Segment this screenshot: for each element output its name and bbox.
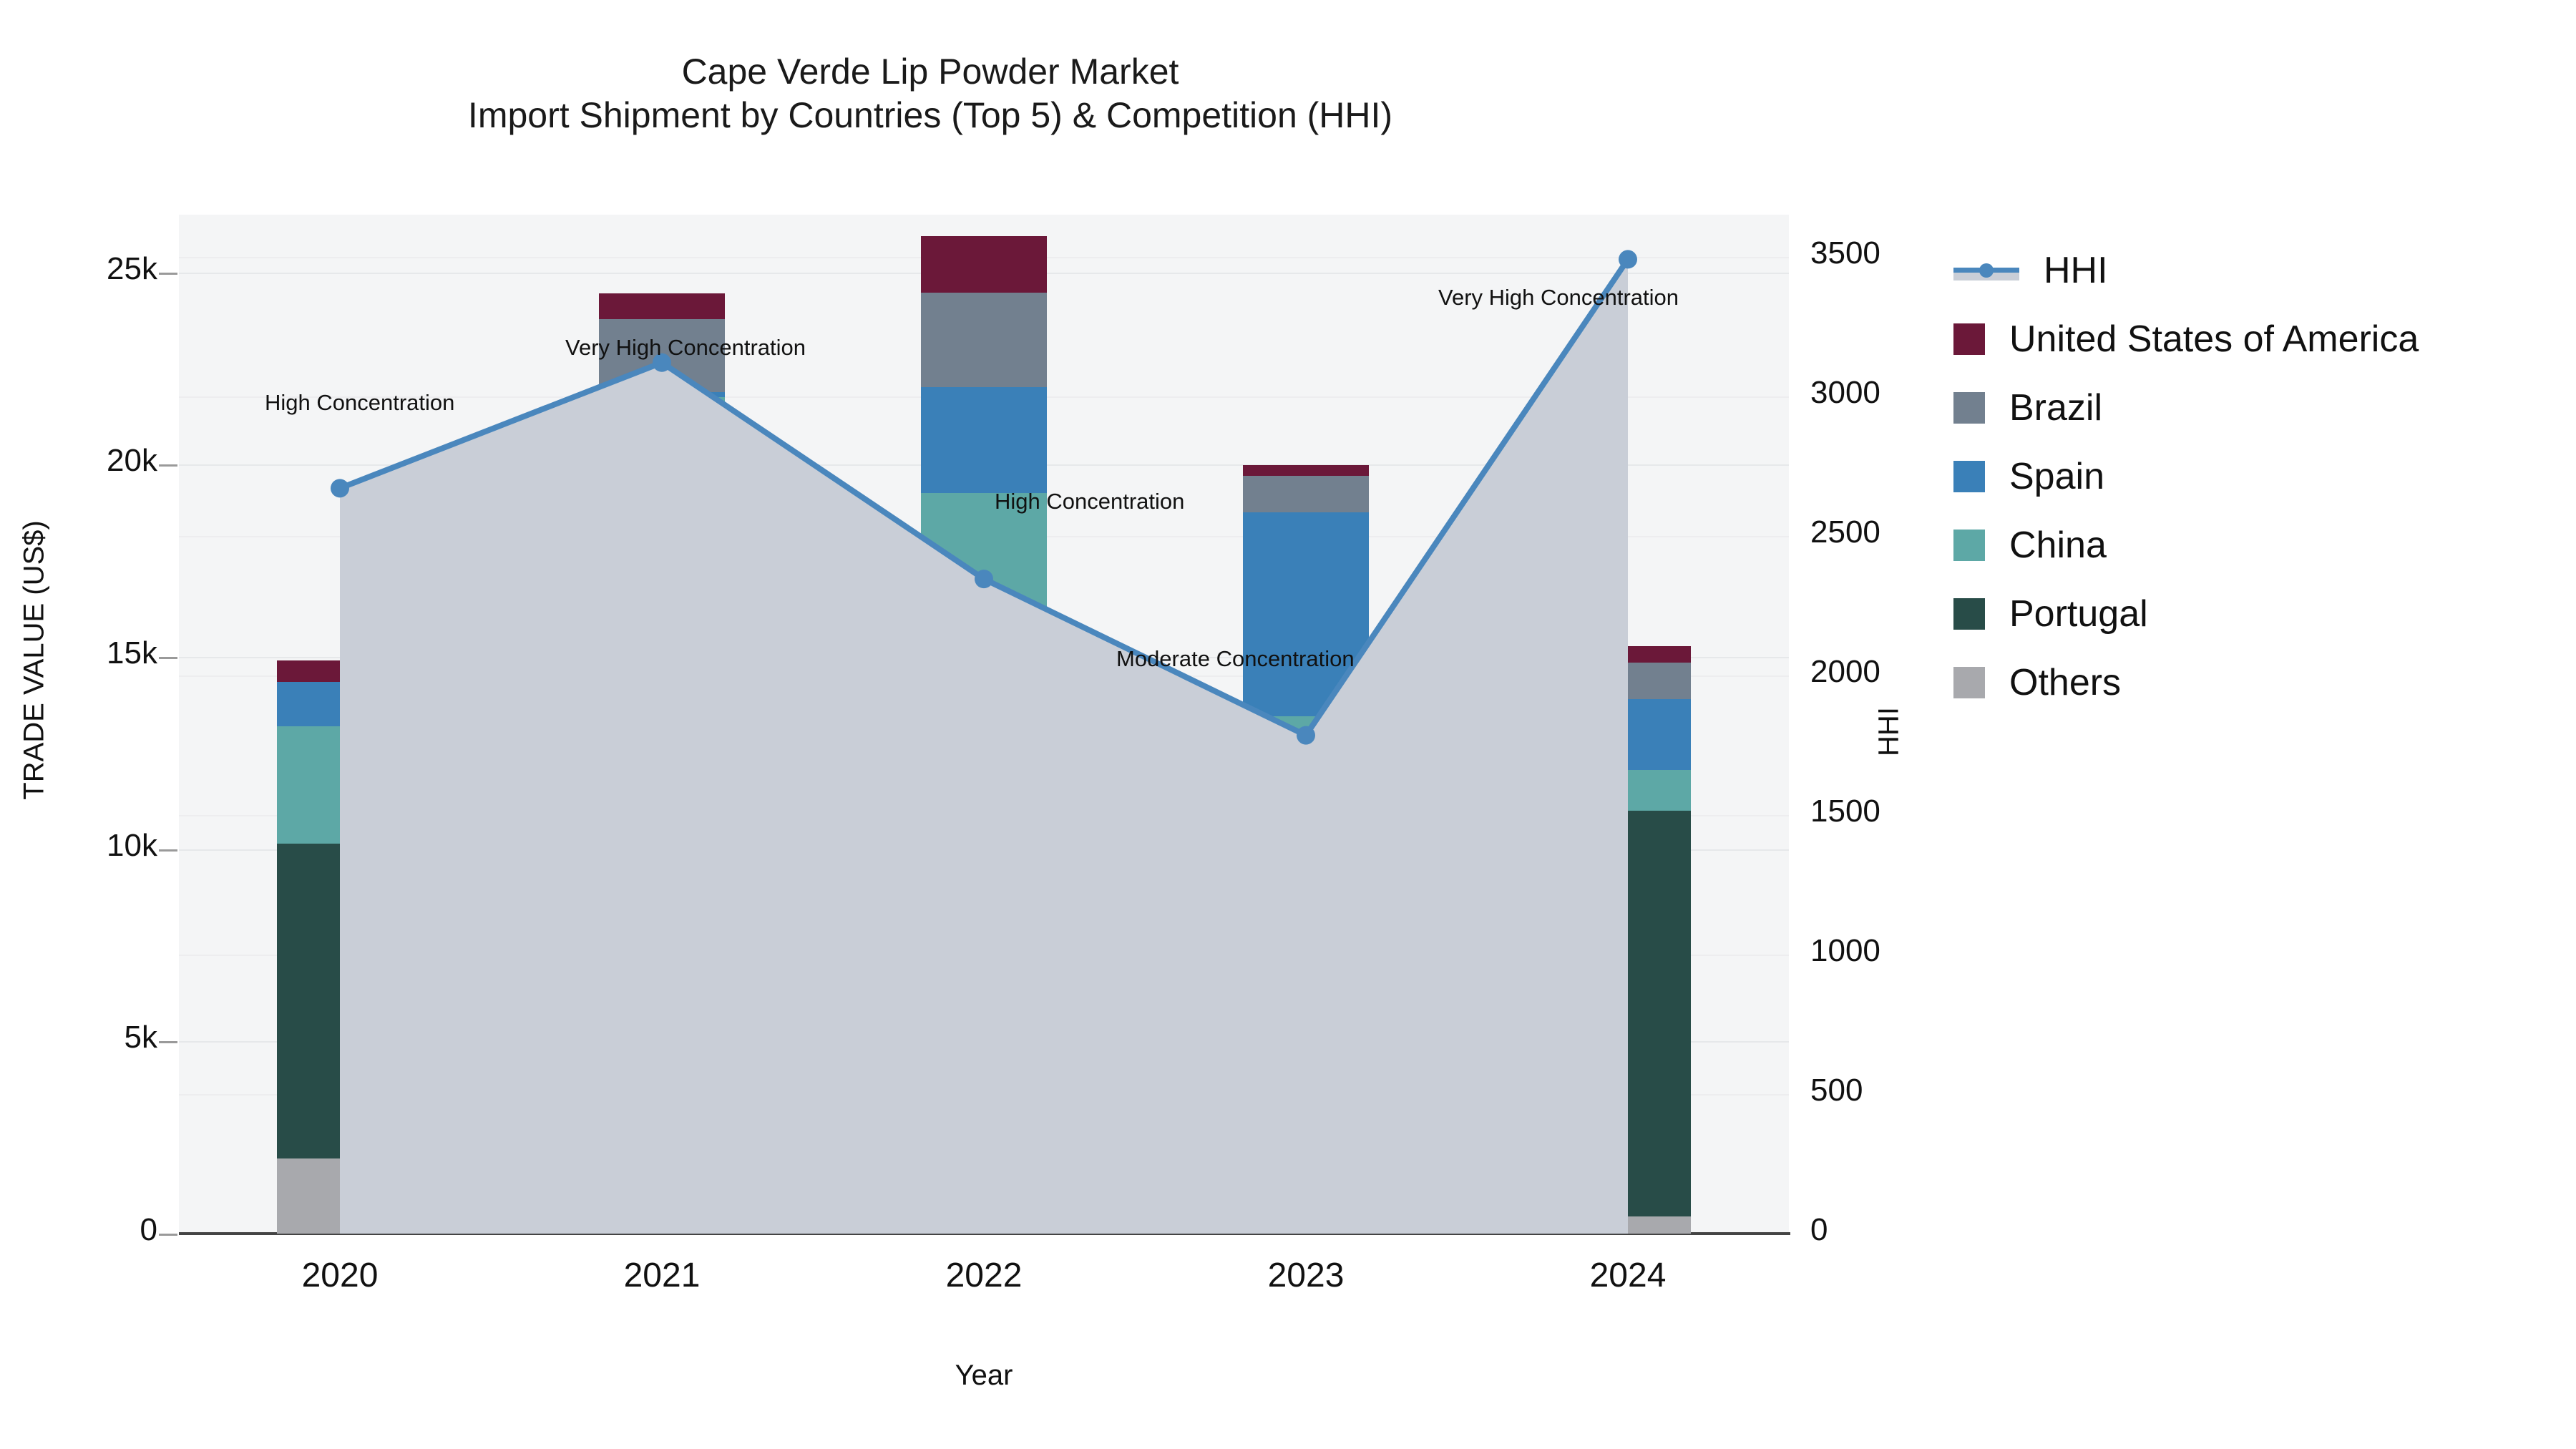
legend-swatch-icon [1953,392,1985,424]
y-axis-left-tick-label: 25k [107,250,157,286]
y-axis-left-tick-label: 5k [124,1020,157,1055]
y-axis-right-tick-label: 3000 [1810,374,1880,410]
bar-segment-brazil[interactable] [1243,476,1369,513]
x-axis-tick-label: 2024 [1589,1257,1667,1294]
annotation-label: Moderate Concentration [1116,646,1355,671]
x-axis-tick-label: 2021 [623,1257,701,1294]
x-axis-tick-label: 2022 [945,1257,1023,1294]
legend-label: Spain [2009,456,2104,497]
bar-segment-brazil[interactable] [921,293,1047,387]
y-axis-left-title: TRADE VALUE (US$) [18,520,50,800]
legend: HHI United States of America Brazil Spain Ch… [1953,236,2569,717]
y-axis-left-tick-mark [159,1234,177,1236]
y-axis-left-tick-label: 15k [107,635,157,670]
legend-swatch-icon [1953,530,1985,561]
x-axis-title: Year [955,1360,1013,1391]
legend-line-marker-icon [1953,255,2019,286]
y-axis-left-tick-mark [159,272,177,275]
legend-item-hhi[interactable]: HHI [1953,236,2569,305]
legend-swatch-icon [1953,323,1985,355]
y-axis-left-tick-mark [159,464,177,467]
bar-segment-united-states-of-america[interactable] [921,235,1047,293]
y-axis-left-tick-label: 20k [107,443,157,479]
legend-swatch-icon [1953,667,1985,698]
chart-title-line-1: Cape Verde Lip Powder Market [681,52,1179,92]
hhi-marker[interactable] [1297,726,1315,745]
y-axis-left-tick-mark [159,1041,177,1044]
legend-label: United States of America [2009,318,2419,360]
y-axis-right-tick-label: 2500 [1810,514,1880,550]
legend-label: HHI [2044,250,2108,291]
hhi-series [331,250,1637,1234]
legend-label: China [2009,525,2107,566]
y-axis-right-tick-label: 2000 [1810,653,1880,689]
bar-segment-united-states-of-america[interactable] [1243,465,1369,477]
y-axis-right-tick-label: 1500 [1810,793,1880,829]
legend-item-china[interactable]: China [1953,511,2569,580]
bar-segment-spain[interactable] [921,386,1047,493]
legend-item-portugal[interactable]: Portugal [1953,580,2569,648]
hhi-area [340,259,1628,1234]
y-axis-right-tick-label: 0 [1810,1212,1828,1247]
y-axis-right-title: HHI [1873,707,1905,756]
x-axis-line [179,1232,1790,1235]
legend-swatch-icon [1953,461,1985,492]
bar-segment-united-states-of-america[interactable] [599,293,725,320]
legend-label: Portugal [2009,593,2148,635]
hhi-marker[interactable] [975,570,993,589]
x-axis-tick-label: 2020 [301,1257,379,1294]
y-axis-right-tick-label: 3500 [1810,235,1880,270]
hhi-marker[interactable] [653,353,671,372]
legend-label: Others [2009,662,2122,703]
hhi-marker[interactable] [1619,250,1637,269]
legend-item-brazil[interactable]: Brazil [1953,374,2569,442]
annotation-label: Very High Concentration [565,335,806,360]
chart-title-line-2: Import Shipment by Countries (Top 5) & C… [467,95,1393,135]
plot-area: High Concentration Very High Concentratio… [179,215,1789,1235]
y-axis-right-tick-label: 1000 [1810,932,1880,968]
legend-label: Brazil [2009,387,2103,429]
y-axis-left-tick-label: 0 [140,1212,157,1247]
annotation-label: Very High Concentration [1438,285,1679,310]
x-axis-tick-label: 2023 [1267,1257,1345,1294]
hhi-marker[interactable] [331,479,349,498]
chart-title: Cape Verde Lip Powder Market Import Ship… [0,50,1860,137]
concentration-annotations: High Concentration Very High Concentratio… [179,215,1789,1234]
legend-swatch-icon [1953,598,1985,630]
y-axis-left-tick-mark [159,849,177,852]
y-axis-right-tick-label: 500 [1810,1072,1863,1108]
legend-item-others[interactable]: Others [1953,648,2569,717]
legend-item-spain[interactable]: Spain [1953,442,2569,511]
legend-item-united-states-of-america[interactable]: United States of America [1953,305,2569,374]
y-axis-left-tick-mark [159,656,177,659]
y-axis-left-tick-label: 10k [107,827,157,863]
annotation-label: High Concentration [995,489,1185,514]
annotation-label: High Concentration [265,390,455,415]
